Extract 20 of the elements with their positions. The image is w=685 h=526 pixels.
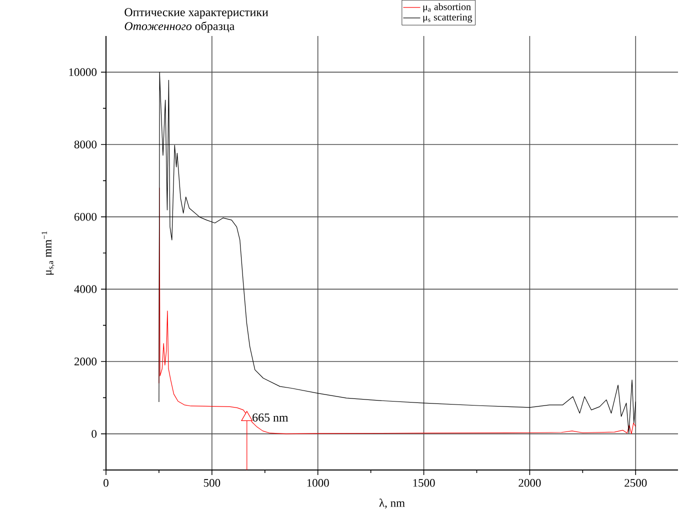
y-tick-label: 10000 — [69, 68, 97, 76]
y-tick-label: 2000 — [74, 358, 97, 366]
y-tick-label: 4000 — [74, 285, 97, 294]
x-axis-title: λ, nm — [379, 498, 405, 509]
y-tick-label: 6000 — [74, 212, 97, 221]
x-tick-label: 0 — [104, 479, 108, 487]
y-axis-title: μ$_{s,a}$ mm$^{−1}$ — [42, 231, 54, 275]
annotation: 665 nm — [252, 414, 288, 422]
chart-title: Оптические характеристики — [124, 8, 268, 19]
x-tick-label: 1000 — [307, 479, 329, 487]
x-tick-label: 2000 — [518, 479, 541, 487]
legend-label: μ$_{a}$ absortion — [423, 3, 471, 12]
x-tick-label: 1500 — [413, 479, 435, 487]
x-tick-label: 2500 — [624, 479, 647, 487]
line-series — [158, 72, 636, 434]
legend-label: μ$_{s}$ scattering — [423, 14, 472, 23]
y-tick-label: 0 — [92, 430, 97, 438]
y-tick-label: 8000 — [74, 140, 97, 148]
chart-subtitle: Отоженного образца — [124, 21, 234, 33]
x-tick-label: 500 — [204, 479, 220, 487]
